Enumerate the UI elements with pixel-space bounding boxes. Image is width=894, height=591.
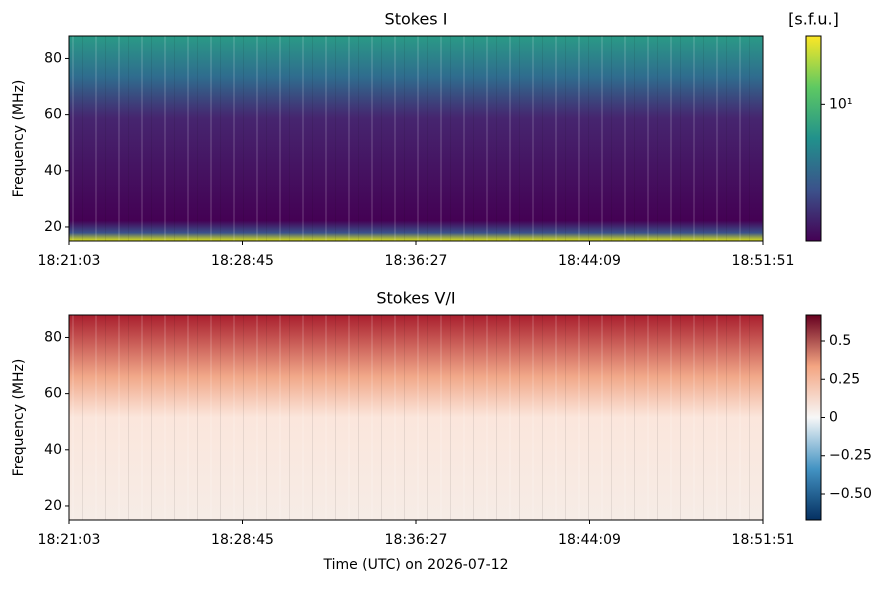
- colorbar-tick-label: 0.25: [829, 371, 860, 387]
- x-axis-label: Time (UTC) on 2026-07-12: [322, 557, 508, 573]
- colorbar-tick-label: −0.50: [829, 486, 872, 502]
- x-tick-label: 18:51:51: [732, 253, 795, 269]
- x-tick-label: 18:21:03: [38, 532, 101, 548]
- y-tick-label: 20: [44, 498, 62, 514]
- x-tick-label: 18:44:09: [558, 532, 621, 548]
- spectrogram-texture: [69, 36, 763, 241]
- x-tick-label: 18:36:27: [385, 532, 448, 548]
- colorbar-tick-label: 0: [829, 410, 838, 426]
- colorbar-tick-label: 0.5: [829, 333, 851, 349]
- x-tick-label: 18:44:09: [558, 253, 621, 269]
- y-tick-label: 60: [44, 386, 62, 402]
- y-tick-label: 60: [44, 107, 62, 123]
- y-tick-label: 40: [44, 163, 62, 179]
- colorbar: [805, 314, 822, 521]
- colorbar-tick-label: −0.25: [829, 448, 872, 464]
- y-tick-label: 80: [44, 329, 62, 345]
- chart-title: Stokes V/I: [376, 289, 455, 308]
- y-tick-label: 40: [44, 442, 62, 458]
- y-tick-label: 20: [44, 219, 62, 235]
- y-tick-label: 80: [44, 50, 62, 66]
- x-tick-label: 18:36:27: [385, 253, 448, 269]
- colorbar: [805, 35, 822, 242]
- chart-title: Stokes I: [385, 10, 448, 29]
- x-tick-label: 18:21:03: [38, 253, 101, 269]
- colorbar-label: [s.f.u.]: [788, 10, 839, 29]
- x-tick-label: 18:51:51: [732, 532, 795, 548]
- x-tick-label: 18:28:45: [211, 253, 274, 269]
- spectrogram-texture: [69, 315, 763, 520]
- x-tick-label: 18:28:45: [211, 532, 274, 548]
- y-axis-label: Frequency (MHz): [11, 359, 27, 477]
- y-axis-label: Frequency (MHz): [11, 80, 27, 198]
- colorbar-tick-label: 10¹: [829, 96, 852, 112]
